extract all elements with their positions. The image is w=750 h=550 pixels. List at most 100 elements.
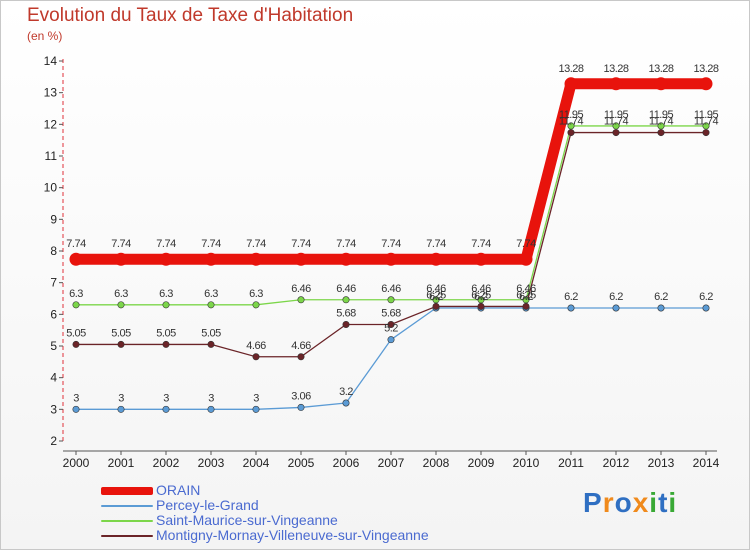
x-tick-label: 2010 <box>513 456 540 470</box>
data-label-montigny: 11.74 <box>694 116 719 128</box>
data-label-montigny: 5.05 <box>156 327 176 339</box>
data-point-saint-maurice <box>342 296 350 304</box>
y-tick-label: 11 <box>45 149 58 163</box>
data-point-percey <box>207 405 215 413</box>
logo-letter: o <box>614 487 633 518</box>
data-point-montigny <box>477 302 485 310</box>
data-point-montigny <box>72 340 80 348</box>
y-tick-label: 2 <box>50 434 57 448</box>
data-label-orain: 7.74 <box>471 238 491 250</box>
x-tick-label: 2001 <box>108 456 135 470</box>
data-label-percey: 6.2 <box>519 291 533 303</box>
x-tick-label: 2006 <box>333 456 360 470</box>
data-point-orain <box>384 252 398 266</box>
data-label-montigny: 5.05 <box>66 327 86 339</box>
data-label-percey: 3 <box>208 392 214 404</box>
legend-item-orain: ORAIN <box>101 483 429 498</box>
data-point-percey <box>297 403 305 411</box>
data-label-saint-maurice: 6.46 <box>471 283 491 295</box>
data-point-montigny <box>207 340 215 348</box>
data-point-percey <box>117 405 125 413</box>
data-label-montigny: 5.05 <box>111 327 131 339</box>
data-point-saint-maurice <box>117 301 125 309</box>
data-label-montigny: 5.68 <box>336 307 356 319</box>
data-label-saint-maurice: 11.95 <box>559 109 584 121</box>
data-point-montigny <box>387 320 395 328</box>
data-point-orain <box>519 252 533 266</box>
data-label-percey: 3 <box>73 392 79 404</box>
data-point-montigny <box>657 129 665 137</box>
data-label-orain: 13.28 <box>648 63 673 75</box>
data-label-orain: 7.74 <box>381 238 401 250</box>
data-label-montigny: 6.25 <box>426 289 446 301</box>
y-tick-label: 6 <box>50 307 57 321</box>
data-point-montigny <box>117 340 125 348</box>
data-label-percey: 3.2 <box>339 386 353 398</box>
data-point-saint-maurice <box>387 296 395 304</box>
legend-label-montigny: Montigny-Mornay-Villeneuve-sur-Vingeanne <box>156 527 429 543</box>
legend-label-percey: Percey-le-Grand <box>156 497 259 513</box>
data-label-saint-maurice: 11.95 <box>694 109 719 121</box>
data-label-montigny: 6.25 <box>471 289 491 301</box>
x-tick-label: 2013 <box>648 456 675 470</box>
data-label-orain: 13.28 <box>558 63 583 75</box>
chart-subtitle: (en %) <box>27 29 63 43</box>
data-label-saint-maurice: 6.46 <box>291 283 311 295</box>
data-point-orain <box>114 252 128 266</box>
data-point-orain <box>69 252 83 266</box>
y-tick-label: 4 <box>50 371 57 385</box>
data-label-orain: 7.74 <box>156 238 176 250</box>
legend-swatch-orain <box>101 486 153 495</box>
data-point-montigny <box>252 353 260 361</box>
data-point-percey <box>72 405 80 413</box>
data-point-montigny <box>567 129 575 137</box>
data-point-saint-maurice <box>162 301 170 309</box>
y-tick-label: 10 <box>44 181 58 195</box>
data-label-saint-maurice: 6.46 <box>381 283 401 295</box>
y-tick-label: 7 <box>50 276 57 290</box>
data-label-montigny: 11.74 <box>559 116 584 128</box>
chart-points <box>69 77 713 413</box>
data-label-saint-maurice: 6.3 <box>69 288 83 300</box>
legend-item-montigny: Montigny-Mornay-Villeneuve-sur-Vingeanne <box>101 528 429 543</box>
logo-letter: i <box>668 487 678 518</box>
y-tick-label: 14 <box>44 54 58 68</box>
data-label-saint-maurice: 6.46 <box>336 283 356 295</box>
data-label-percey: 3.06 <box>291 390 311 402</box>
y-tick-label: 13 <box>44 86 58 100</box>
data-point-orain <box>564 77 578 91</box>
data-point-saint-maurice <box>252 301 260 309</box>
data-point-orain <box>429 252 443 266</box>
legend-label-orain: ORAIN <box>156 482 201 498</box>
data-point-montigny <box>522 302 530 310</box>
data-point-orain <box>654 77 668 91</box>
data-label-orain: 7.74 <box>336 238 356 250</box>
y-tick-label: 8 <box>50 244 57 258</box>
y-tick-label: 3 <box>50 402 57 416</box>
data-point-orain <box>609 77 623 91</box>
data-label-montigny: 5.05 <box>201 327 221 339</box>
data-label-orain: 7.74 <box>426 238 446 250</box>
data-label-montigny: 4.66 <box>291 340 311 352</box>
data-label-percey: 6.2 <box>474 291 488 303</box>
data-label-orain: 13.28 <box>693 63 718 75</box>
legend-item-saint-maurice: Saint-Maurice-sur-Vingeanne <box>101 513 429 528</box>
data-label-percey: 3 <box>118 392 124 404</box>
series-line-saint-maurice <box>75 125 707 306</box>
data-label-saint-maurice: 11.95 <box>604 109 629 121</box>
data-label-saint-maurice: 6.46 <box>426 283 446 295</box>
data-point-montigny <box>162 340 170 348</box>
data-point-percey <box>657 304 665 312</box>
data-point-montigny <box>702 129 710 137</box>
data-point-orain <box>294 252 308 266</box>
data-point-orain <box>249 252 263 266</box>
logo-letter: r <box>602 487 615 518</box>
logo-letter: i <box>649 487 659 518</box>
legend-label-saint-maurice: Saint-Maurice-sur-Vingeanne <box>156 512 338 528</box>
data-point-percey <box>162 405 170 413</box>
data-point-percey <box>342 399 350 407</box>
data-label-percey: 6.2 <box>429 291 443 303</box>
data-label-saint-maurice: 6.3 <box>204 288 218 300</box>
data-label-orain: 7.74 <box>66 238 86 250</box>
